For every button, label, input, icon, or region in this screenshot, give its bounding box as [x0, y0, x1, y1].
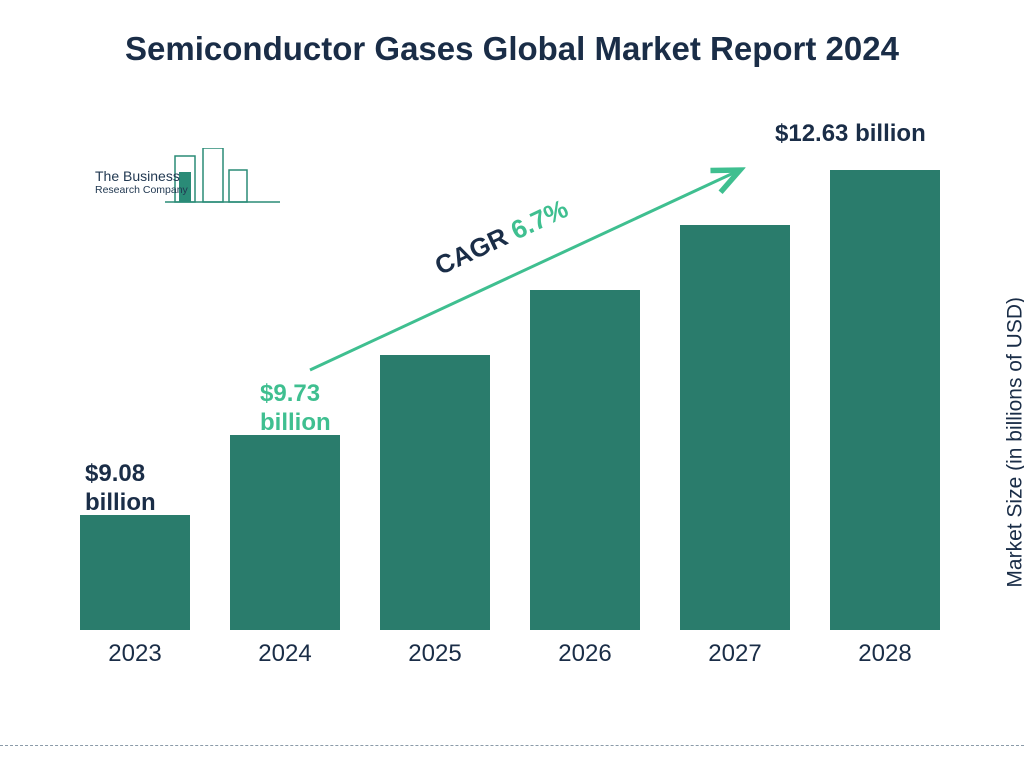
value-label-2028: $12.63 billion	[775, 120, 975, 149]
bar-2028	[830, 170, 940, 630]
x-label: 2027	[680, 640, 790, 668]
bar-2025	[380, 355, 490, 630]
x-label: 2026	[530, 640, 640, 668]
bar-slot	[230, 435, 340, 630]
bar-2024	[230, 435, 340, 630]
bar-slot	[830, 170, 940, 630]
bar-slot	[380, 355, 490, 630]
bar-slot	[80, 515, 190, 630]
bar-2026	[530, 290, 640, 630]
bar-slot	[530, 290, 640, 630]
y-axis-label: Market Size (in billions of USD)	[1004, 297, 1024, 588]
x-axis-labels: 2023 2024 2025 2026 2027 2028	[80, 640, 940, 668]
x-label: 2028	[830, 640, 940, 668]
chart-title: Semiconductor Gases Global Market Report…	[0, 28, 1024, 69]
footer-divider	[0, 745, 1024, 746]
bar-2023	[80, 515, 190, 630]
x-label: 2024	[230, 640, 340, 668]
value-label-2023: $9.08 billion	[85, 460, 195, 518]
value-label-2024: $9.73 billion	[260, 380, 370, 438]
bar-2027	[680, 225, 790, 630]
x-label: 2023	[80, 640, 190, 668]
x-label: 2025	[380, 640, 490, 668]
bar-slot	[680, 225, 790, 630]
